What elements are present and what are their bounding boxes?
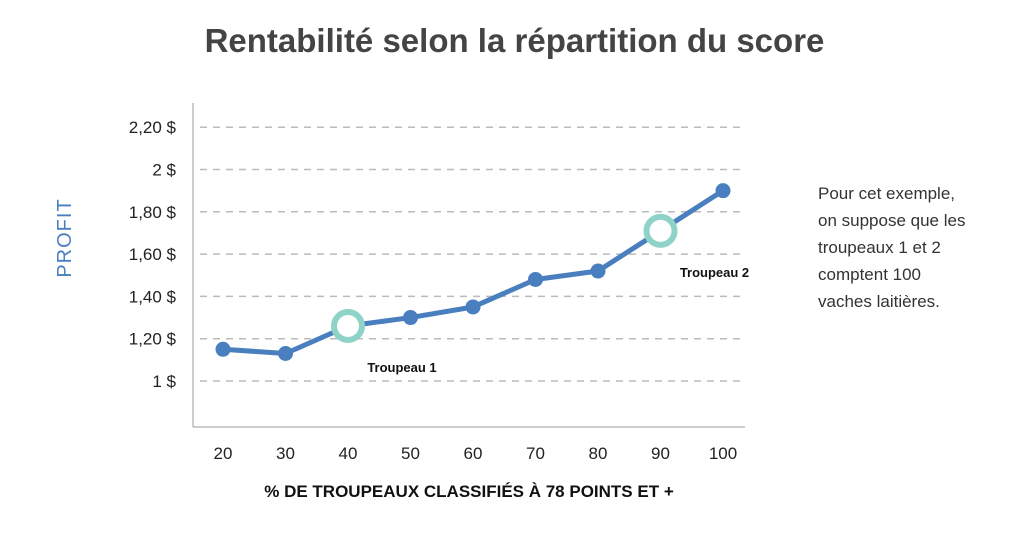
y-tick-labels: 1 $ 1,20 $ 1,40 $ 1,60 $ 1,80 $ 2 $ 2,20 $ <box>129 118 177 391</box>
y-tick-label: 1,80 $ <box>129 203 177 222</box>
x-tick-label: 40 <box>339 444 358 463</box>
chart-title: Rentabilité selon la répartition du scor… <box>204 22 825 59</box>
data-point <box>403 310 418 326</box>
series-line <box>220 188 726 357</box>
y-tick-label: 2,20 $ <box>129 118 177 137</box>
data-point <box>215 341 231 357</box>
y-axis-label: PROFIT <box>54 198 76 277</box>
y-tick-label: 1,40 $ <box>129 287 177 306</box>
y-tick-label: 1,20 $ <box>129 330 177 349</box>
data-point <box>528 271 543 287</box>
y-tick-label: 2 $ <box>152 161 176 180</box>
annotations: Troupeau 1 Troupeau 2 <box>367 265 749 375</box>
data-point <box>465 299 481 315</box>
x-tick-label: 60 <box>464 444 483 463</box>
data-point <box>590 263 606 279</box>
x-tick-label: 70 <box>526 444 545 463</box>
data-point <box>278 346 293 362</box>
grid-lines <box>200 126 745 382</box>
highlight-point <box>643 213 678 248</box>
x-axis-label: % DE TROUPEAUX CLASSIFIÉS À 78 POINTS ET… <box>264 482 674 501</box>
data-point <box>715 183 731 199</box>
y-tick-label: 1 $ <box>152 372 176 391</box>
explanatory-note: Pour cet exemple, on suppose que les tro… <box>818 184 966 311</box>
x-tick-label: 100 <box>709 444 737 463</box>
x-tick-label: 80 <box>589 444 608 463</box>
x-tick-label: 50 <box>401 444 420 463</box>
x-tick-labels: 20 30 40 50 60 70 80 90 100 <box>214 444 738 463</box>
x-tick-label: 30 <box>276 444 295 463</box>
highlight-point <box>331 309 365 344</box>
data-points <box>215 183 731 362</box>
x-tick-label: 20 <box>214 444 233 463</box>
annotation-label: Troupeau 1 <box>367 360 436 375</box>
x-tick-label: 90 <box>651 444 670 463</box>
y-tick-label: 1,60 $ <box>129 245 177 264</box>
annotation-label: Troupeau 2 <box>680 265 749 280</box>
